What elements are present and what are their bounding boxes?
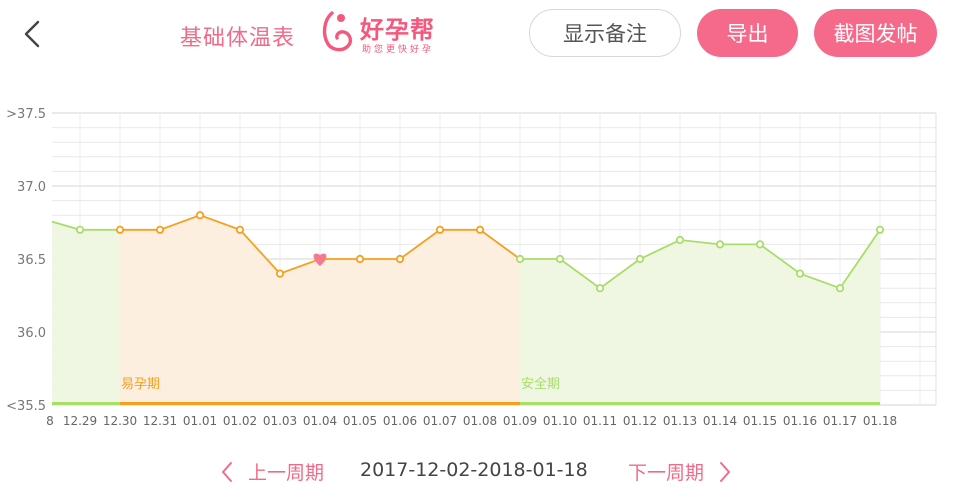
x-tick-label: 01.04: [303, 414, 337, 428]
x-tick-label: 01.03: [263, 414, 297, 428]
y-tick-label: 36.5: [17, 253, 46, 268]
data-point: [515, 254, 525, 264]
x-tick-label: 01.10: [543, 414, 577, 428]
x-tick-label: 01.12: [623, 414, 657, 428]
data-point: [675, 235, 685, 245]
data-point: [155, 225, 165, 234]
header-bar: 基础体温表 好孕帮 助您更快好孕 显示备注 导出 截图发帖: [0, 0, 960, 80]
x-tick-label: 01.13: [663, 414, 697, 428]
x-tick-label: 01.06: [383, 414, 417, 428]
data-point: [635, 254, 645, 264]
brand-logo: 好孕帮 助您更快好孕: [320, 6, 460, 58]
x-tick-label: 8: [46, 414, 54, 428]
cycle-date-range: 2017-12-02-2018-01-18: [360, 459, 588, 481]
pregnant-woman-logo-icon: [322, 11, 353, 52]
next-cycle-button[interactable]: 下一周期: [628, 458, 732, 485]
period-fill: [120, 215, 520, 405]
x-tick-label: 01.15: [743, 414, 777, 428]
data-point: [715, 240, 725, 249]
x-tick-label: 12.31: [143, 414, 177, 428]
brand-name: 好孕帮: [360, 16, 435, 44]
data-point: [475, 225, 485, 234]
back-chevron-icon[interactable]: [14, 16, 50, 52]
x-tick-label: 01.11: [583, 414, 617, 428]
period-fill: [52, 221, 120, 405]
y-tick-label: 37.0: [17, 180, 46, 195]
x-tick-label: 01.07: [423, 414, 457, 428]
previous-cycle-button[interactable]: 上一周期: [220, 458, 324, 485]
data-point: [275, 269, 285, 278]
period-label: 易孕期: [121, 377, 160, 392]
data-point: [835, 284, 845, 293]
x-tick-label: 01.01: [183, 414, 217, 428]
export-button[interactable]: 导出: [697, 9, 798, 57]
brand-slogan: 助您更快好孕: [362, 45, 435, 55]
data-point: [595, 284, 605, 293]
period-label: 安全期: [521, 376, 560, 392]
temperature-chart: 易孕期 安全期 >37.5 37.0 36.5 36.0 <35.58 12.29 12.30 1…: [6, 107, 937, 428]
data-point: [795, 269, 805, 278]
chevron-left-icon: [222, 461, 232, 482]
x-tick-label: 01.18: [863, 414, 897, 428]
data-point: [355, 254, 365, 264]
data-point: [115, 225, 125, 234]
y-tick-label: >37.5: [6, 107, 46, 122]
chevron-right-icon: [720, 461, 731, 482]
data-point: [75, 225, 85, 234]
y-tick-label: 36.0: [17, 326, 46, 341]
data-point: [395, 254, 405, 264]
screenshot-post-button[interactable]: 截图发帖: [814, 9, 937, 57]
page-title: 基础体温表: [180, 26, 296, 51]
x-tick-label: 01.02: [223, 414, 257, 428]
period-bar: [520, 402, 880, 405]
cycle-navigation: 上一周期 2017-12-02-2018-01-18 下一周期: [0, 450, 960, 496]
period-bar: [120, 402, 520, 405]
period-fill: [520, 229, 880, 405]
data-point: [755, 240, 765, 249]
y-tick-label: <35.5: [6, 399, 46, 414]
period-bar: [52, 402, 120, 405]
data-point: [235, 225, 245, 234]
data-point: [875, 225, 885, 234]
ovulation-heart-icon: [313, 253, 327, 266]
next-cycle-label: 下一周期: [628, 462, 705, 484]
data-point: [555, 254, 565, 264]
x-tick-label: 12.29: [63, 414, 97, 428]
x-tick-label: 01.09: [503, 414, 537, 428]
x-tick-label: 01.05: [343, 414, 377, 428]
x-tick-label: 01.14: [703, 414, 737, 428]
temperature-line-segment: [520, 229, 881, 290]
previous-cycle-label: 上一周期: [248, 462, 325, 484]
x-tick-label: 01.08: [463, 414, 497, 428]
x-tick-label: 12.30: [103, 414, 137, 428]
x-tick-label: 01.17: [823, 414, 857, 428]
data-point: [195, 211, 205, 220]
x-tick-label: 01.16: [783, 414, 817, 428]
data-point: [435, 225, 445, 234]
show-notes-button[interactable]: 显示备注: [529, 9, 681, 57]
